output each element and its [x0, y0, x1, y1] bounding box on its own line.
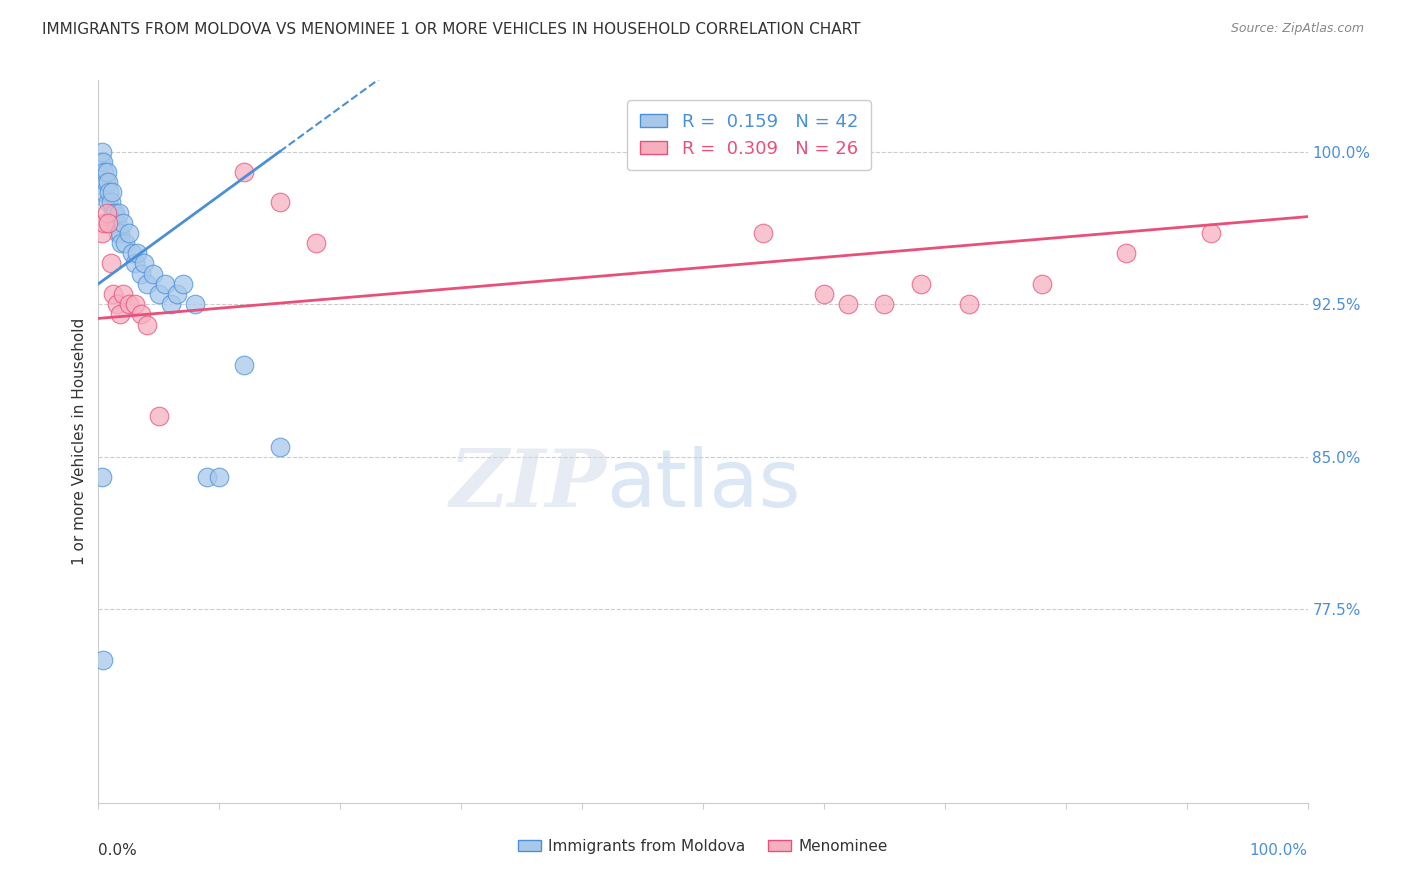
- Point: [124, 297, 146, 311]
- Point: [1115, 246, 1137, 260]
- Point: [118, 297, 141, 311]
- Point: [105, 216, 128, 230]
- Point: [124, 256, 146, 270]
- Point: [105, 297, 128, 311]
- Point: [813, 287, 835, 301]
- Point: [910, 277, 932, 291]
- Point: [873, 297, 896, 311]
- Point: [127, 246, 149, 260]
- Point: [97, 175, 120, 189]
- Text: Source: ZipAtlas.com: Source: ZipAtlas.com: [1230, 22, 1364, 36]
- Point: [108, 205, 131, 219]
- Point: [90, 154, 112, 169]
- Point: [305, 236, 328, 251]
- Point: [129, 267, 152, 281]
- Point: [93, 216, 115, 230]
- Point: [148, 287, 170, 301]
- Point: [118, 226, 141, 240]
- Point: [232, 165, 254, 179]
- Point: [142, 267, 165, 281]
- Point: [752, 226, 775, 240]
- Point: [172, 277, 194, 291]
- Point: [94, 175, 117, 189]
- Point: [108, 307, 131, 321]
- Point: [121, 246, 143, 260]
- Point: [96, 205, 118, 219]
- Point: [135, 318, 157, 332]
- Point: [91, 226, 114, 240]
- Point: [232, 358, 254, 372]
- Text: 0.0%: 0.0%: [98, 843, 138, 857]
- Point: [91, 145, 114, 159]
- Point: [195, 470, 218, 484]
- Point: [269, 195, 291, 210]
- Text: atlas: atlas: [606, 446, 800, 524]
- Point: [184, 297, 207, 311]
- Point: [91, 653, 114, 667]
- Text: ZIP: ZIP: [450, 446, 606, 524]
- Point: [153, 277, 176, 291]
- Point: [97, 216, 120, 230]
- Point: [269, 440, 291, 454]
- Point: [93, 185, 115, 199]
- Point: [108, 226, 131, 240]
- Point: [100, 195, 122, 210]
- Point: [110, 236, 132, 251]
- Point: [93, 165, 115, 179]
- Point: [111, 216, 134, 230]
- Point: [148, 409, 170, 423]
- Point: [98, 185, 121, 199]
- Text: 100.0%: 100.0%: [1250, 843, 1308, 857]
- Point: [837, 297, 859, 311]
- Point: [135, 277, 157, 291]
- Point: [107, 226, 129, 240]
- Point: [91, 154, 114, 169]
- Point: [1031, 277, 1053, 291]
- Point: [129, 307, 152, 321]
- Point: [100, 185, 122, 199]
- Point: [134, 256, 156, 270]
- Point: [111, 287, 134, 301]
- Point: [104, 205, 127, 219]
- Point: [160, 297, 183, 311]
- Point: [208, 470, 231, 484]
- Point: [957, 297, 980, 311]
- Point: [100, 256, 122, 270]
- Point: [1199, 226, 1222, 240]
- Point: [97, 195, 120, 210]
- Text: IMMIGRANTS FROM MOLDOVA VS MENOMINEE 1 OR MORE VEHICLES IN HOUSEHOLD CORRELATION: IMMIGRANTS FROM MOLDOVA VS MENOMINEE 1 O…: [42, 22, 860, 37]
- Y-axis label: 1 or more Vehicles in Household: 1 or more Vehicles in Household: [72, 318, 87, 566]
- Point: [103, 216, 125, 230]
- Point: [101, 205, 124, 219]
- Point: [91, 470, 114, 484]
- Point: [166, 287, 188, 301]
- Point: [96, 165, 118, 179]
- Legend: Immigrants from Moldova, Menominee: Immigrants from Moldova, Menominee: [512, 833, 894, 860]
- Point: [114, 236, 136, 251]
- Point: [101, 287, 124, 301]
